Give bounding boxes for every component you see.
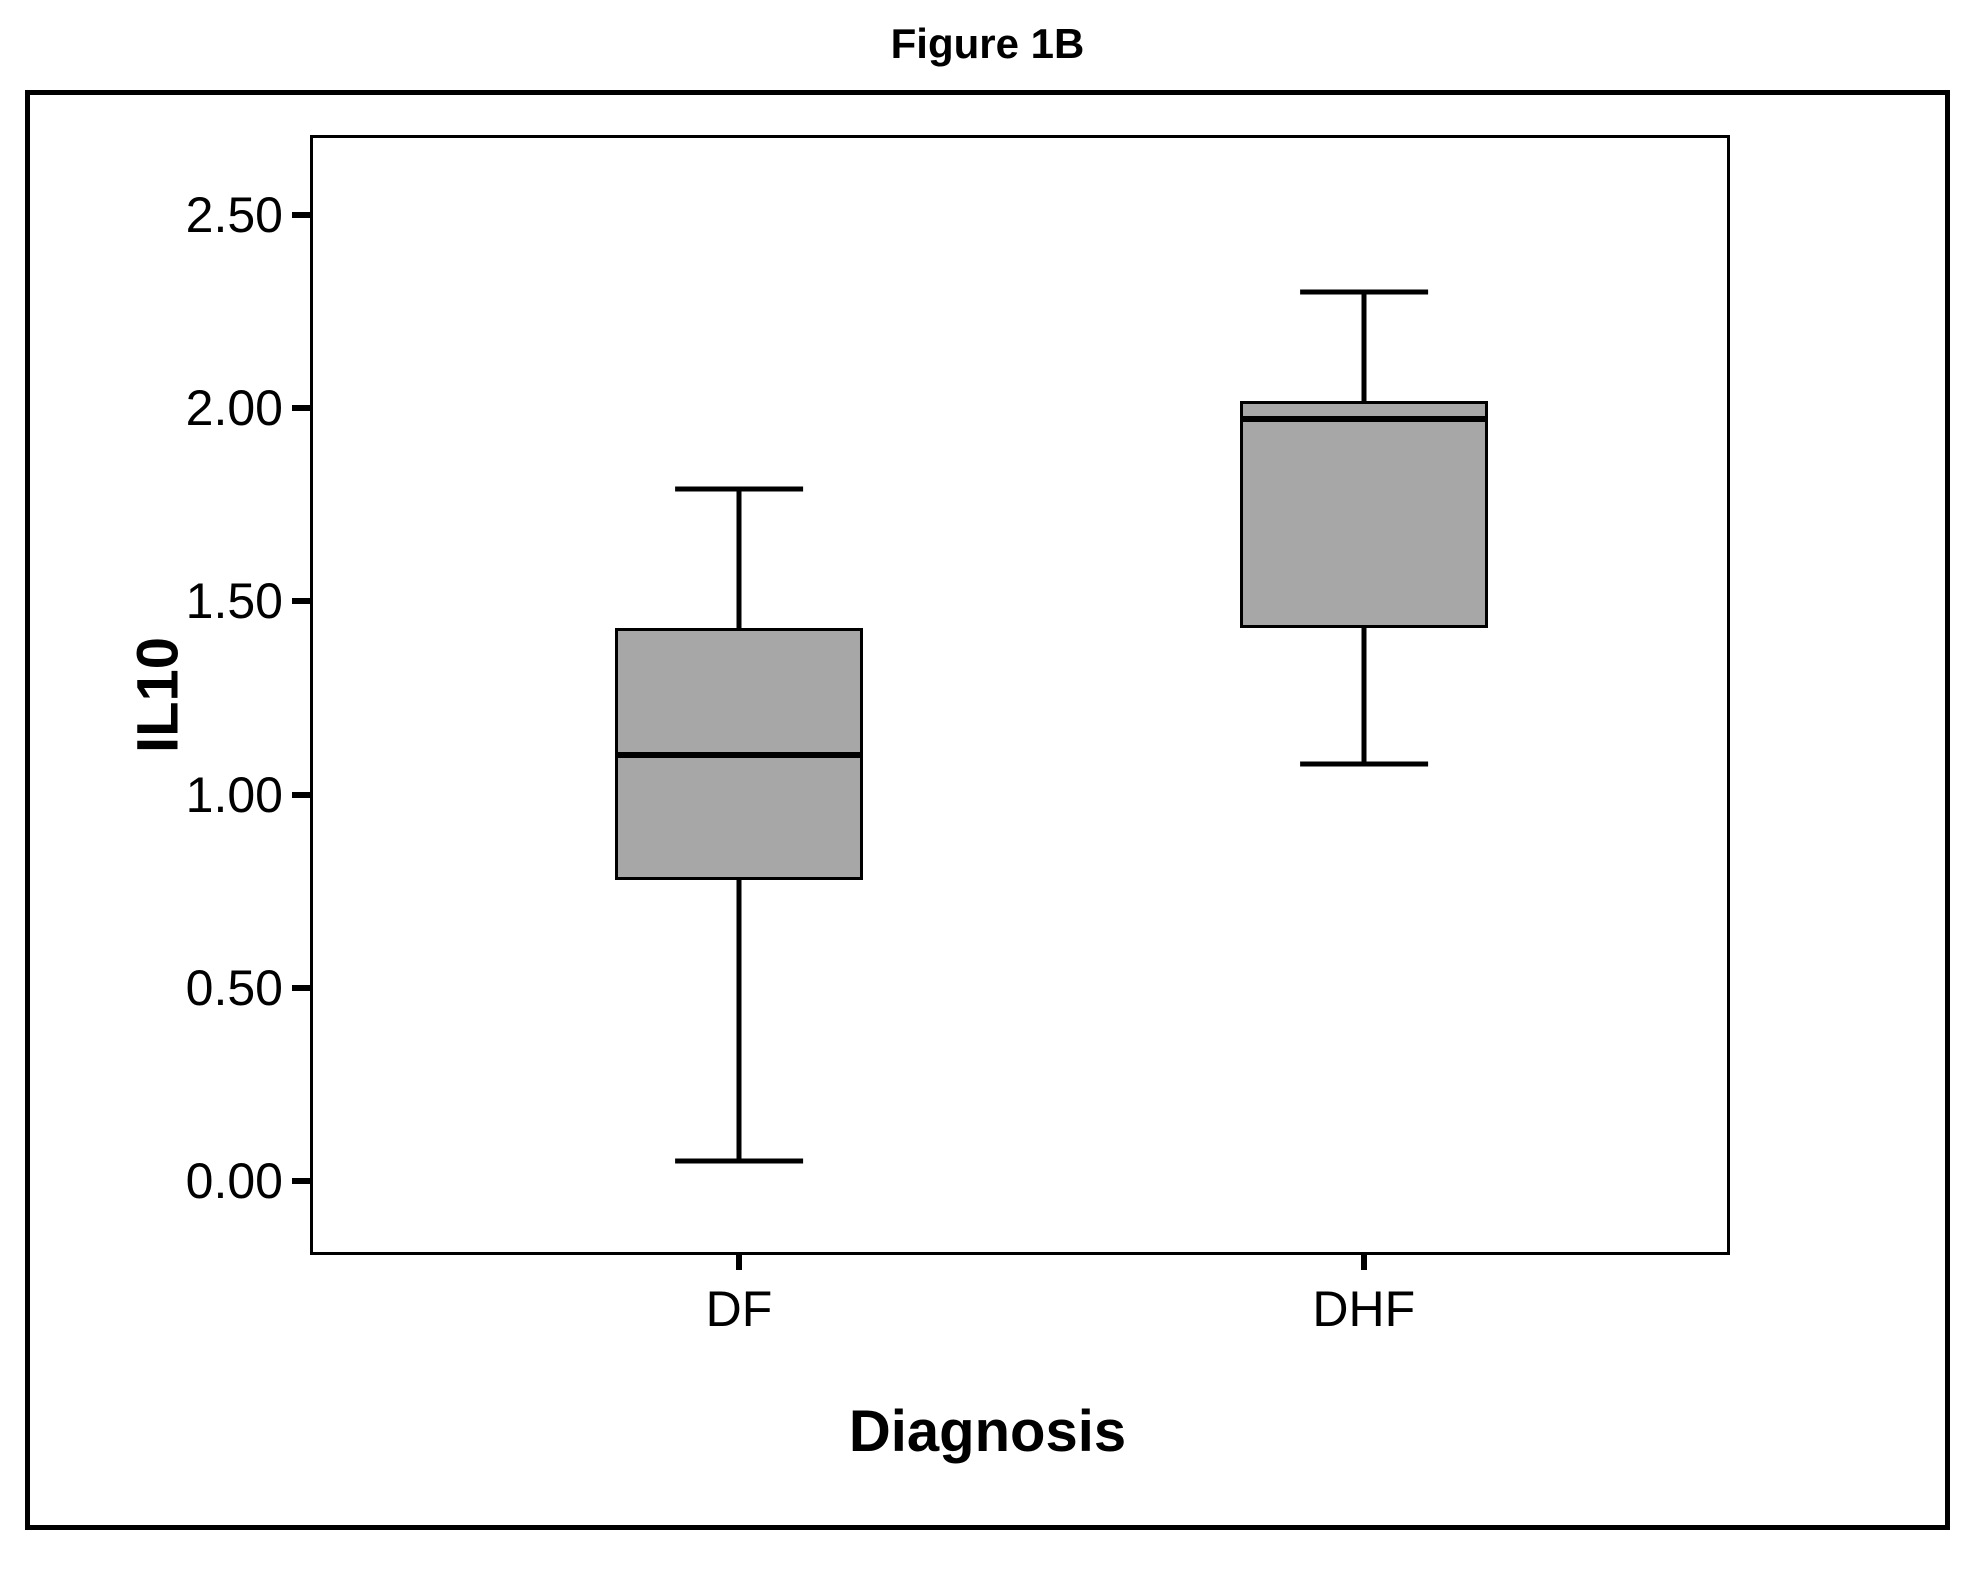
- y-tick: [292, 598, 310, 604]
- x-tick: [736, 1252, 742, 1270]
- outer-frame: IL10 Diagnosis 0.000.501.001.502.002.50D…: [25, 90, 1950, 1530]
- figure-title: Figure 1B: [0, 20, 1975, 68]
- box-DHF: [1240, 401, 1489, 629]
- y-tick-label: 2.00: [186, 379, 283, 437]
- whisker-cap-low: [675, 1159, 803, 1164]
- whisker-cap-high: [675, 487, 803, 492]
- y-tick-label: 0.50: [186, 959, 283, 1017]
- y-tick: [292, 1178, 310, 1184]
- whisker-upper: [737, 489, 742, 628]
- x-axis-label: Diagnosis: [30, 1398, 1945, 1465]
- x-tick-label: DF: [706, 1280, 773, 1338]
- whisker-cap-low: [1300, 761, 1428, 766]
- x-tick-label: DHF: [1312, 1280, 1415, 1338]
- x-tick: [1361, 1252, 1367, 1270]
- whisker-upper: [1361, 292, 1366, 400]
- whisker-lower: [1361, 628, 1366, 763]
- whisker-cap-high: [1300, 290, 1428, 295]
- median-line: [618, 752, 861, 758]
- plot-area: 0.000.501.001.502.002.50DFDHF: [310, 135, 1730, 1255]
- y-tick-label: 1.00: [186, 766, 283, 824]
- box-DF: [615, 628, 864, 879]
- y-axis-label: IL10: [125, 637, 192, 753]
- y-tick-label: 0.00: [186, 1152, 283, 1210]
- y-tick-label: 1.50: [186, 572, 283, 630]
- y-tick: [292, 985, 310, 991]
- median-line: [1243, 416, 1486, 422]
- y-tick: [292, 405, 310, 411]
- y-tick-label: 2.50: [186, 186, 283, 244]
- y-tick: [292, 212, 310, 218]
- y-tick: [292, 792, 310, 798]
- whisker-lower: [737, 880, 742, 1162]
